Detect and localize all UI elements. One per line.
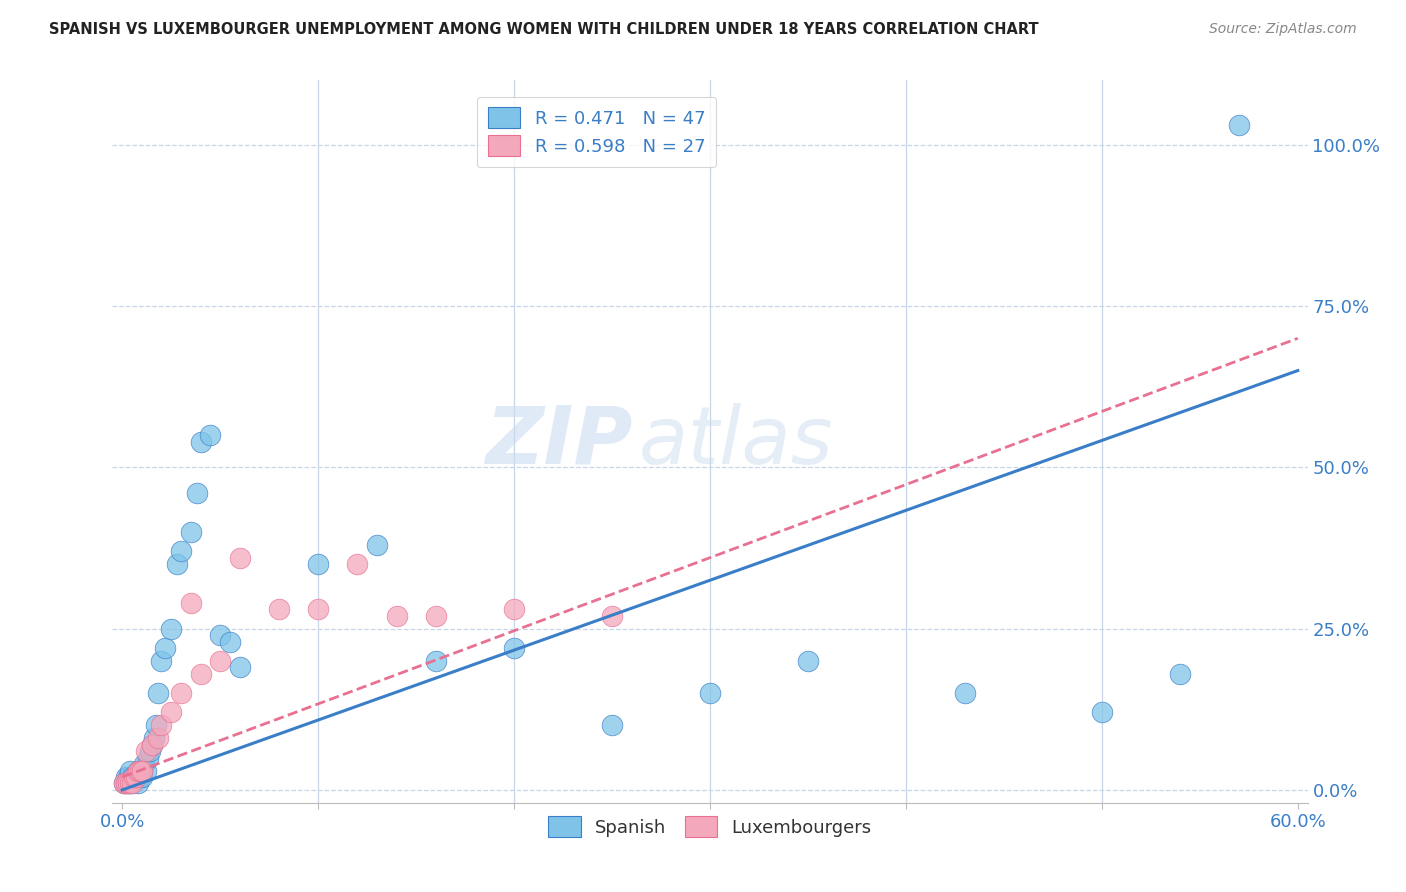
Point — [142, 731, 165, 746]
Point — [120, 764, 142, 778]
Point — [346, 557, 368, 571]
Text: ZIP: ZIP — [485, 402, 633, 481]
Point — [953, 686, 976, 700]
Point — [425, 608, 447, 623]
Point — [129, 764, 152, 778]
Point — [135, 764, 157, 778]
Legend: Spanish, Luxembourgers: Spanish, Luxembourgers — [541, 809, 879, 845]
Point — [125, 770, 148, 784]
Point — [166, 557, 188, 571]
Point — [307, 557, 329, 571]
Point — [797, 654, 820, 668]
Point — [229, 550, 252, 565]
Point — [136, 750, 159, 764]
Point — [190, 434, 212, 449]
Point — [122, 770, 145, 784]
Point — [117, 770, 139, 784]
Point — [112, 776, 135, 790]
Text: Source: ZipAtlas.com: Source: ZipAtlas.com — [1209, 22, 1357, 37]
Point — [200, 428, 222, 442]
Point — [115, 770, 138, 784]
Point — [131, 770, 153, 784]
Text: SPANISH VS LUXEMBOURGER UNEMPLOYMENT AMONG WOMEN WITH CHILDREN UNDER 18 YEARS CO: SPANISH VS LUXEMBOURGER UNEMPLOYMENT AMO… — [49, 22, 1039, 37]
Point — [112, 776, 135, 790]
Point — [117, 776, 139, 790]
Point — [219, 634, 242, 648]
Point — [121, 770, 143, 784]
Point — [503, 602, 526, 616]
Point — [180, 524, 202, 539]
Point — [141, 738, 163, 752]
Point — [122, 770, 145, 784]
Point — [160, 622, 183, 636]
Point — [135, 744, 157, 758]
Point — [385, 608, 408, 623]
Point — [138, 744, 160, 758]
Point — [366, 538, 388, 552]
Point — [115, 776, 138, 790]
Point — [145, 718, 167, 732]
Point — [131, 764, 153, 778]
Point — [186, 486, 208, 500]
Point — [141, 738, 163, 752]
Point — [170, 686, 193, 700]
Point — [699, 686, 721, 700]
Point — [600, 608, 623, 623]
Point — [120, 776, 142, 790]
Point — [150, 718, 173, 732]
Point — [229, 660, 252, 674]
Point — [150, 654, 173, 668]
Point — [115, 776, 138, 790]
Point — [127, 764, 149, 778]
Point — [131, 764, 153, 778]
Point — [127, 776, 149, 790]
Text: atlas: atlas — [638, 402, 834, 481]
Point — [117, 776, 139, 790]
Point — [146, 686, 169, 700]
Point — [132, 757, 155, 772]
Point — [1227, 119, 1250, 133]
Point — [503, 640, 526, 655]
Point — [600, 718, 623, 732]
Point — [155, 640, 177, 655]
Point — [425, 654, 447, 668]
Point — [125, 770, 148, 784]
Point — [209, 628, 232, 642]
Point — [120, 776, 142, 790]
Point — [121, 776, 143, 790]
Point — [209, 654, 232, 668]
Point — [170, 544, 193, 558]
Point — [160, 706, 183, 720]
Point — [1091, 706, 1114, 720]
Point — [127, 764, 149, 778]
Point — [307, 602, 329, 616]
Point — [180, 596, 202, 610]
Point — [190, 666, 212, 681]
Point — [267, 602, 290, 616]
Point — [146, 731, 169, 746]
Point — [129, 770, 152, 784]
Point — [121, 776, 143, 790]
Point — [1168, 666, 1191, 681]
